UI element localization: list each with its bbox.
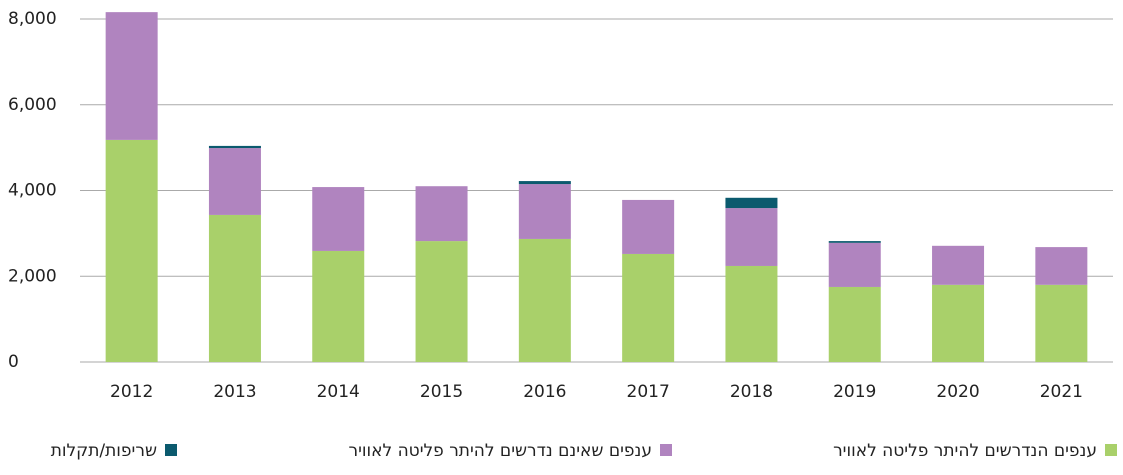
y-tick-label: 6,000 bbox=[8, 95, 57, 115]
bar-segment bbox=[518, 181, 571, 185]
bar-segment bbox=[828, 242, 881, 287]
bar-segment bbox=[725, 208, 778, 266]
x-tick-label: 2014 bbox=[317, 382, 360, 402]
bar-segment bbox=[518, 238, 571, 362]
legend-swatch bbox=[165, 444, 177, 456]
y-tick-label: 0 bbox=[8, 352, 19, 372]
bar-segment bbox=[1035, 247, 1088, 285]
y-tick-label: 8,000 bbox=[8, 9, 57, 29]
x-tick-label: 2017 bbox=[627, 382, 670, 402]
bar-segment bbox=[622, 253, 675, 362]
bar-segment bbox=[312, 250, 365, 362]
bar-segment bbox=[415, 186, 468, 242]
y-tick-label: 4,000 bbox=[8, 181, 57, 201]
legend-label: שריפות/תקלות bbox=[51, 441, 157, 461]
bar-segment bbox=[105, 139, 158, 362]
bar-segment bbox=[208, 148, 261, 215]
x-tick-label: 2018 bbox=[730, 382, 773, 402]
x-tick-label: 2012 bbox=[110, 382, 153, 402]
bar-segment bbox=[932, 245, 985, 285]
bar-segment bbox=[725, 265, 778, 362]
x-tick-label: 2020 bbox=[936, 382, 979, 402]
bar-segment bbox=[622, 199, 675, 254]
x-tick-label: 2021 bbox=[1040, 382, 1083, 402]
legend-label: ענפים שאינם נדרשים להיתר פליטה לאוויר bbox=[348, 441, 652, 461]
legend-swatch bbox=[1105, 444, 1117, 456]
bar-segment bbox=[518, 184, 571, 239]
legend-label: ענפים הנדרשים להיתר פליטה לאוויר bbox=[833, 441, 1097, 461]
bar-segment bbox=[208, 145, 261, 149]
bar-segment bbox=[105, 12, 158, 140]
bar-segment bbox=[828, 241, 881, 243]
bar-segment bbox=[1035, 284, 1088, 362]
bar-segment bbox=[725, 197, 778, 209]
bar-segment bbox=[312, 187, 365, 251]
bar-segment bbox=[415, 241, 468, 362]
x-tick-label: 2016 bbox=[523, 382, 566, 402]
bar-segment bbox=[208, 214, 261, 362]
x-tick-label: 2019 bbox=[833, 382, 876, 402]
bar-segment bbox=[932, 284, 985, 362]
x-tick-label: 2013 bbox=[213, 382, 256, 402]
y-tick-label: 2,000 bbox=[8, 266, 57, 286]
x-tick-label: 2015 bbox=[420, 382, 463, 402]
bar-segment bbox=[828, 286, 881, 362]
legend-swatch bbox=[660, 444, 672, 456]
